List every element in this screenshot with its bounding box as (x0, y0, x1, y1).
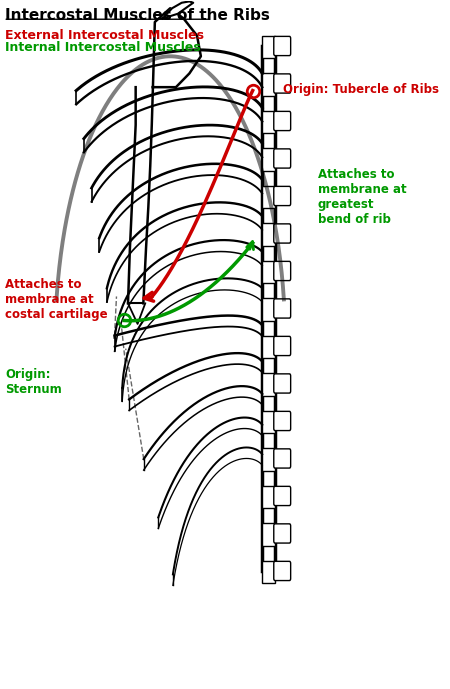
FancyBboxPatch shape (274, 374, 291, 393)
FancyBboxPatch shape (262, 298, 275, 321)
FancyBboxPatch shape (262, 148, 275, 171)
FancyBboxPatch shape (274, 37, 291, 56)
FancyBboxPatch shape (262, 373, 275, 395)
FancyBboxPatch shape (274, 524, 291, 543)
FancyBboxPatch shape (262, 260, 275, 283)
FancyBboxPatch shape (274, 74, 291, 93)
FancyBboxPatch shape (262, 448, 275, 471)
FancyBboxPatch shape (274, 299, 291, 318)
Polygon shape (162, 1, 193, 19)
FancyBboxPatch shape (262, 111, 275, 134)
FancyBboxPatch shape (262, 486, 275, 508)
FancyBboxPatch shape (262, 223, 275, 246)
FancyBboxPatch shape (274, 187, 291, 205)
FancyBboxPatch shape (262, 561, 275, 584)
FancyBboxPatch shape (274, 224, 291, 243)
FancyBboxPatch shape (274, 112, 291, 131)
FancyBboxPatch shape (262, 36, 275, 59)
Text: Attaches to
membrane at
costal cartilage: Attaches to membrane at costal cartilage (5, 278, 108, 321)
FancyBboxPatch shape (274, 336, 291, 356)
FancyBboxPatch shape (262, 336, 275, 358)
FancyBboxPatch shape (262, 73, 275, 96)
FancyBboxPatch shape (274, 449, 291, 468)
Text: Origin:
Sternum: Origin: Sternum (5, 368, 62, 396)
Polygon shape (153, 8, 201, 88)
Polygon shape (128, 88, 153, 303)
Text: Internal Intercostal Muscles: Internal Intercostal Muscles (5, 41, 201, 54)
FancyBboxPatch shape (274, 486, 291, 506)
FancyBboxPatch shape (262, 411, 275, 433)
FancyBboxPatch shape (274, 149, 291, 168)
FancyBboxPatch shape (274, 562, 291, 581)
FancyBboxPatch shape (262, 523, 275, 546)
Text: External Intercostal Muscles: External Intercostal Muscles (5, 29, 204, 42)
FancyBboxPatch shape (274, 261, 291, 280)
FancyBboxPatch shape (274, 411, 291, 431)
Text: Intercostal Muscles of the Ribs: Intercostal Muscles of the Ribs (5, 8, 270, 23)
Text: Attaches to
membrane at
greatest
bend of rib: Attaches to membrane at greatest bend of… (318, 168, 406, 226)
FancyBboxPatch shape (262, 186, 275, 208)
Text: Origin: Tubercle of Ribs: Origin: Tubercle of Ribs (284, 83, 439, 96)
